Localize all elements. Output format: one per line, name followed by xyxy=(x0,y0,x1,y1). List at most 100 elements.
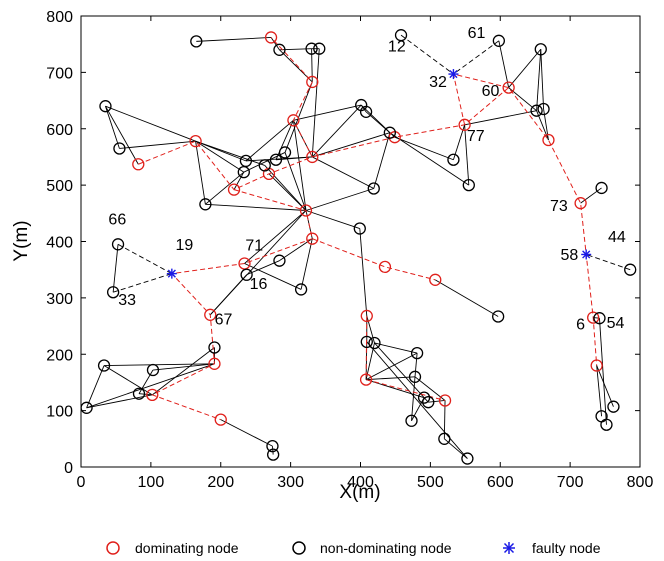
link xyxy=(119,140,196,149)
non-dominating-node-point xyxy=(305,42,318,55)
link xyxy=(411,376,416,421)
link xyxy=(138,393,153,396)
link xyxy=(312,156,374,189)
node-id-label: 33 xyxy=(118,292,136,309)
dominating-node-point xyxy=(146,388,159,401)
link xyxy=(389,132,470,186)
non-dominating-node-point xyxy=(237,166,250,179)
node-id-label: 19 xyxy=(176,237,194,254)
link xyxy=(86,363,215,409)
non-dominating-node-point xyxy=(132,387,146,400)
link xyxy=(279,238,313,262)
link xyxy=(596,365,603,417)
non-dominating-node-point xyxy=(113,142,126,155)
link xyxy=(536,110,549,141)
non-dominating-node-point xyxy=(595,181,608,195)
link xyxy=(195,140,245,173)
faulty-link xyxy=(586,254,631,271)
x-axis-label: X(m) xyxy=(339,482,380,503)
dominating-node-point xyxy=(204,308,217,321)
link xyxy=(464,124,470,186)
dominating-node-point xyxy=(590,359,603,372)
link xyxy=(373,132,391,189)
link xyxy=(270,37,280,51)
faulty-node-point xyxy=(166,268,177,279)
non-dominating-node-point xyxy=(313,42,326,55)
link xyxy=(284,152,307,211)
link xyxy=(138,369,154,394)
non-dominating-node-point xyxy=(353,222,366,235)
dominating-link xyxy=(233,189,436,281)
x-tick-label: 100 xyxy=(138,474,165,491)
link xyxy=(359,228,368,316)
non-dominating-node-point xyxy=(208,341,221,354)
x-tick-label: 300 xyxy=(277,474,304,491)
non-dominating-node-point xyxy=(492,34,506,47)
non-dominating-node-point xyxy=(240,268,253,281)
legend-marker-non-dominating xyxy=(292,541,306,555)
node-id-label: 54 xyxy=(607,315,625,332)
link xyxy=(152,363,215,371)
link xyxy=(366,376,416,381)
x-tick-label: 200 xyxy=(207,474,234,491)
y-tick-label: 0 xyxy=(64,460,73,477)
link xyxy=(365,352,418,381)
link xyxy=(366,341,468,459)
y-tick-label: 100 xyxy=(46,404,73,421)
link xyxy=(112,244,119,293)
link xyxy=(311,104,362,158)
non-dominating-node-point xyxy=(405,414,418,427)
non-dominating-node-point xyxy=(417,391,431,404)
link xyxy=(312,132,390,158)
non-dominating-node-point xyxy=(462,178,475,192)
link xyxy=(104,363,215,366)
dominating-node-point xyxy=(214,413,227,426)
node-id-label: 58 xyxy=(561,247,579,264)
legend-marker-faulty xyxy=(503,542,515,554)
dominating-node-point xyxy=(306,75,319,89)
dominating-node-point xyxy=(359,373,373,386)
link xyxy=(103,365,153,396)
x-tick-label: 0 xyxy=(77,474,86,491)
non-dominating-node-point xyxy=(367,182,380,195)
node-id-label: 44 xyxy=(608,229,626,246)
link xyxy=(435,279,499,317)
node-id-label: 77 xyxy=(467,128,485,145)
link xyxy=(464,110,537,126)
links-layer xyxy=(86,36,614,459)
dominating-link xyxy=(151,238,313,421)
dominating-node-point xyxy=(132,158,145,171)
non-dominating-node-point xyxy=(534,43,547,56)
non-dominating-node-point xyxy=(593,312,606,325)
link xyxy=(394,136,454,161)
y-tick-label: 700 xyxy=(46,65,73,82)
link xyxy=(205,203,307,211)
faulty-link xyxy=(400,34,454,75)
link xyxy=(195,140,265,166)
y-axis-label: Y(m) xyxy=(11,220,32,261)
dominating-node-point xyxy=(189,135,202,148)
dominating-node-point xyxy=(378,260,392,274)
faulty-node-point xyxy=(581,249,592,260)
legend: dominating node non-dominating node faul… xyxy=(106,540,601,556)
non-dominating-node-point xyxy=(422,396,435,409)
link xyxy=(244,210,307,264)
dominating-link xyxy=(312,86,598,366)
node-id-label: 61 xyxy=(468,25,486,42)
faulty-link xyxy=(453,40,500,75)
link xyxy=(105,105,196,142)
link xyxy=(311,48,320,157)
link xyxy=(580,187,602,204)
legend-label-faulty: faulty node xyxy=(532,540,601,556)
legend-label-non-dominating: non-dominating node xyxy=(320,540,452,556)
link xyxy=(428,400,446,403)
non-dominating-node-point xyxy=(199,198,212,211)
link xyxy=(209,210,307,316)
link xyxy=(268,173,307,211)
y-tick-label: 200 xyxy=(46,347,73,364)
link xyxy=(86,365,105,408)
dominating-node-point xyxy=(227,183,241,196)
link xyxy=(105,106,120,149)
y-tick-label: 800 xyxy=(46,9,73,26)
x-tick-label: 700 xyxy=(557,474,584,491)
